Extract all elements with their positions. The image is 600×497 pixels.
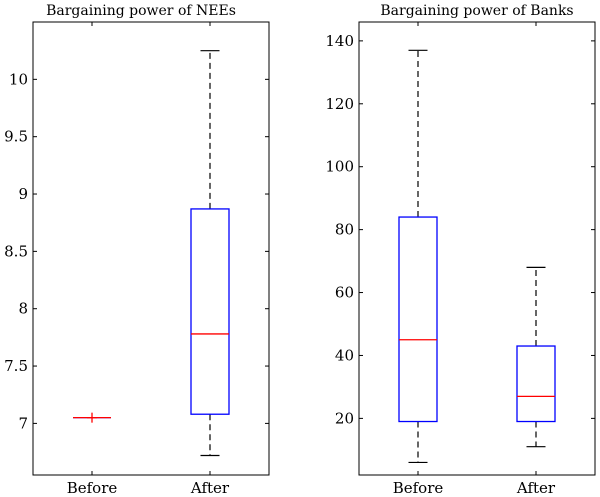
banks-ytick-label: 80 — [335, 221, 354, 239]
nees-ytick-label: 8.5 — [4, 242, 28, 260]
banks-ytick-label: 20 — [335, 409, 354, 427]
banks-box-after — [516, 266, 556, 448]
banks-xtick-label: After — [516, 479, 556, 497]
nees-xtick-label: After — [190, 479, 230, 497]
nees-box-before — [73, 412, 111, 423]
banks-boxes — [398, 49, 556, 464]
nees-ticks: 7 7.5 8 8.5 9 9.5 10 Before After — [4, 22, 269, 497]
banks-ytick-label: 100 — [325, 158, 354, 176]
nees-ytick-label: 7.5 — [4, 357, 28, 375]
nees-ytick-label: 8 — [18, 300, 28, 318]
banks-ytick-label: 40 — [335, 346, 354, 364]
nees-ytick-label: 9.5 — [4, 128, 28, 146]
banks-ytick-label: 60 — [335, 284, 354, 302]
banks-box-before — [398, 49, 438, 464]
banks-plot-area — [358, 21, 596, 476]
nees-ytick-label: 7 — [18, 414, 28, 432]
iqr-box — [398, 216, 438, 423]
nees-plot-area — [32, 21, 270, 476]
banks-xtick-label: Before — [393, 479, 444, 497]
banks-ytick-label: 120 — [325, 95, 354, 113]
nees-chart-title: Bargaining power of NEEs — [46, 3, 236, 19]
nees-xtick-label: Before — [67, 479, 118, 497]
nees-ytick-label: 10 — [9, 70, 28, 88]
iqr-box — [190, 208, 230, 415]
nees-boxes — [73, 50, 230, 457]
banks-ytick-label: 140 — [325, 32, 354, 50]
nees-box-after — [190, 50, 230, 457]
banks-ticks: 20 40 60 80 100 120 140 Before After — [325, 22, 595, 497]
banks-chart-title: Bargaining power of Banks — [380, 3, 573, 19]
iqr-box — [516, 345, 556, 423]
banks-panel: Bargaining power of Banks 20 40 60 80 100 120… — [325, 3, 596, 497]
nees-panel: Bargaining power of NEEs 7 7.5 8 8.5 9 9.5 10 B… — [4, 3, 270, 497]
nees-ytick-label: 9 — [18, 185, 28, 203]
